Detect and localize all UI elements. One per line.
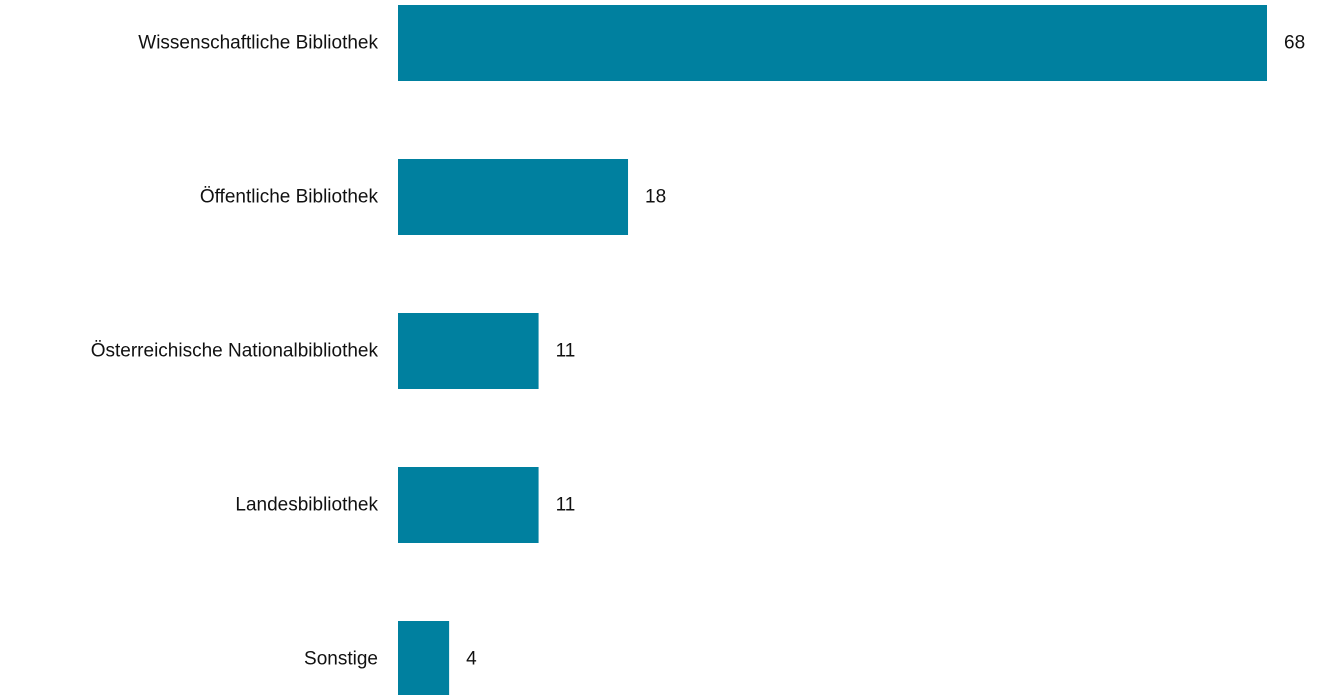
category-label: Öffentliche Bibliothek (200, 187, 379, 208)
bar (398, 313, 539, 389)
bar (398, 621, 450, 695)
category-label: Österreichische Nationalbibliothek (91, 341, 379, 362)
bar (398, 159, 629, 235)
value-label: 4 (466, 649, 477, 670)
value-label: 68 (1284, 33, 1305, 54)
bar (398, 5, 1267, 81)
category-label: Wissenschaftliche Bibliothek (138, 33, 378, 54)
category-label: Sonstige (304, 649, 378, 670)
category-label: Landesbibliothek (235, 495, 378, 516)
category-labels-group: Wissenschaftliche Bibliothek Öffentliche … (91, 33, 379, 670)
value-label: 18 (645, 187, 666, 208)
bars-group (398, 5, 1267, 695)
bar (398, 467, 539, 543)
value-label: 11 (556, 341, 576, 362)
value-labels-group: 68 18 11 11 4 (466, 33, 1305, 670)
value-label: 11 (556, 495, 576, 516)
